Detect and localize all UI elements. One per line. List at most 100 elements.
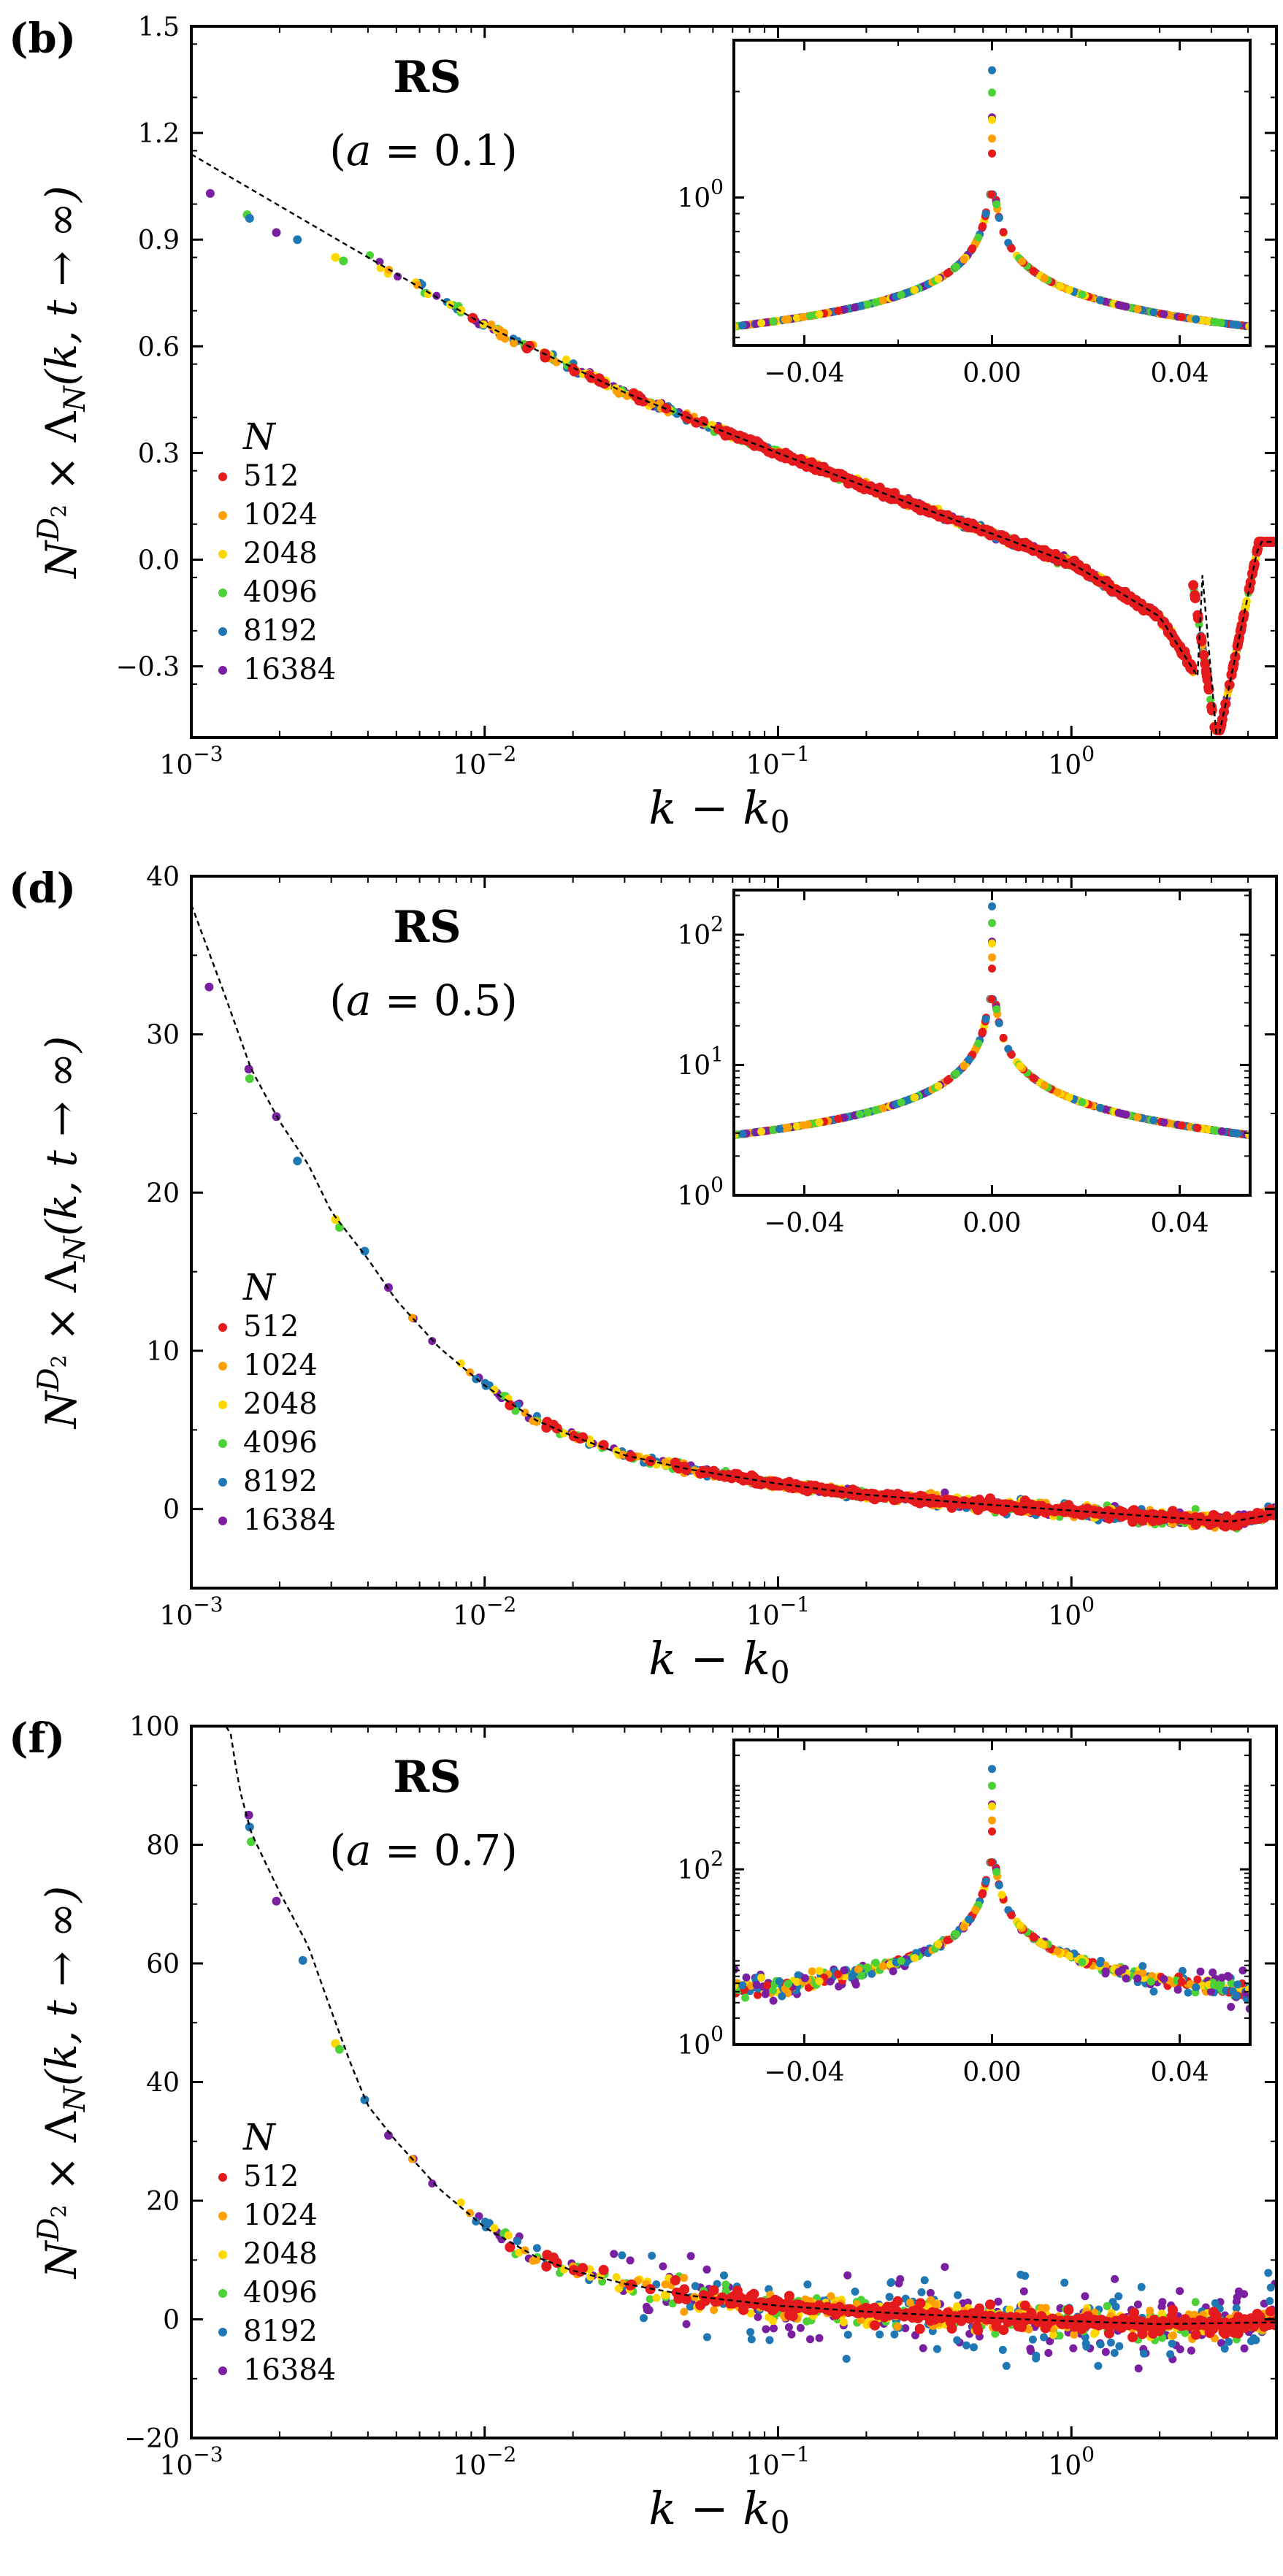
data-point-8192	[1115, 2342, 1124, 2350]
data-point-1024	[510, 339, 518, 348]
data-point-4096	[646, 2295, 654, 2304]
inset-point-4096	[769, 317, 778, 326]
data-point-8192	[1114, 2292, 1123, 2301]
data-point-512	[1190, 593, 1200, 604]
inset-point-8192	[1095, 296, 1104, 304]
data-point-512	[748, 437, 759, 447]
data-point-1024	[680, 2274, 689, 2282]
data-point-512	[1104, 2328, 1114, 2339]
data-point-8192	[1232, 2304, 1241, 2312]
data-point-8192	[640, 2314, 648, 2323]
inset-spike-4096	[988, 919, 996, 927]
data-point-8192	[1168, 2339, 1176, 2348]
inset-point-512	[1193, 1124, 1202, 1132]
legend-marker-512	[218, 472, 227, 481]
data-point-512	[1206, 705, 1217, 716]
data-point-2048	[612, 2273, 621, 2282]
inset-point-8192	[1004, 1045, 1013, 1053]
data-point-16384	[204, 982, 214, 992]
inset-point-512	[1030, 1074, 1038, 1083]
data-point-16384	[375, 258, 384, 267]
data-point-16384	[610, 2250, 618, 2258]
data-point-512	[845, 1489, 856, 1500]
inset-point-2048	[793, 1122, 801, 1130]
data-point-1024	[495, 326, 504, 334]
data-point-512	[767, 448, 778, 459]
data-point-16384	[643, 2306, 651, 2314]
data-point-512	[1249, 559, 1260, 570]
data-point-16384	[941, 1488, 949, 1497]
data-point-16384	[770, 2324, 778, 2333]
data-point-8192	[1082, 2342, 1091, 2351]
data-point-2048	[586, 2272, 594, 2281]
data-point-1024	[827, 2292, 835, 2301]
panel-letter: (b)	[9, 15, 76, 63]
data-point-4096	[1191, 2298, 1200, 2307]
inset-point-512	[1007, 244, 1016, 253]
data-point-512	[947, 1495, 958, 1506]
inset-point-2048	[815, 1118, 824, 1127]
data-point-512	[971, 2321, 982, 2332]
legend-title: N	[242, 415, 277, 458]
inset-point-512	[1030, 267, 1038, 276]
inset-point-2048	[934, 275, 943, 283]
data-point-16384	[896, 2274, 905, 2283]
y-tick-label: 40	[146, 862, 180, 892]
data-point-8192	[293, 1157, 302, 1165]
data-point-8192	[1225, 2337, 1233, 2346]
data-point-8192	[887, 2278, 896, 2287]
data-point-16384	[806, 2335, 814, 2344]
inset-point-2048	[1055, 282, 1064, 291]
data-point-512	[1021, 1501, 1032, 1512]
inset-spike-512	[988, 149, 996, 158]
data-point-8192	[532, 2244, 541, 2253]
data-point-512	[1094, 1509, 1105, 1519]
inset-x-tick-label: 0.04	[1151, 359, 1209, 388]
data-point-8192	[293, 235, 302, 245]
data-point-8192	[720, 2271, 728, 2280]
panel-subtitle: (a = 0.1)	[329, 126, 518, 175]
data-point-512	[868, 1490, 878, 1500]
data-point-512	[670, 2275, 681, 2285]
data-point-2048	[660, 2291, 669, 2299]
inset-point-16384	[1217, 1127, 1226, 1135]
data-point-8192	[970, 2343, 978, 2352]
data-point-16384	[1187, 2346, 1195, 2355]
y-tick-label: 30	[146, 1021, 180, 1051]
data-point-512	[1200, 659, 1211, 670]
inset-point-8192	[738, 321, 747, 330]
data-point-512	[594, 373, 605, 384]
inset-x-tick-label: 0.00	[962, 359, 1021, 388]
x-tick-label: 10−1	[746, 1592, 810, 1631]
data-point-16384	[843, 2271, 852, 2280]
data-point-16384	[994, 2297, 1003, 2306]
inset-point-16384	[1160, 310, 1168, 318]
data-point-8192	[1252, 2336, 1260, 2345]
data-point-16384	[702, 2265, 711, 2274]
inset-point-2048	[1016, 1062, 1025, 1070]
data-point-4096	[991, 2329, 1000, 2338]
data-point-8192	[472, 2217, 480, 2226]
inset-spike-8192	[988, 902, 996, 911]
axes-frame	[190, 25, 1278, 739]
panel-title: RS	[393, 52, 461, 103]
data-point-16384	[784, 2323, 793, 2331]
inset-point-1024	[784, 315, 792, 323]
data-point-16384	[901, 2324, 910, 2333]
data-point-8192	[1265, 2296, 1274, 2305]
data-point-512	[946, 2323, 957, 2334]
y-axis-label: ND2 × ΛN(k, t → ∞)	[32, 185, 92, 579]
data-point-8192	[1211, 2299, 1219, 2307]
data-point-4096	[1055, 2331, 1064, 2340]
data-point-1024	[1146, 2307, 1154, 2315]
inset-point-2048	[1065, 285, 1073, 294]
inset-point-2048	[1065, 1093, 1073, 1102]
inset-point-1024	[803, 1120, 812, 1129]
inset-point-8192	[995, 1019, 1003, 1027]
inset-point-1024	[784, 1124, 792, 1132]
x-tick-label: 10−2	[453, 742, 516, 781]
legend-marker-16384	[218, 666, 227, 675]
data-point-512	[1019, 2300, 1030, 2311]
data-point-16384	[919, 2344, 927, 2353]
